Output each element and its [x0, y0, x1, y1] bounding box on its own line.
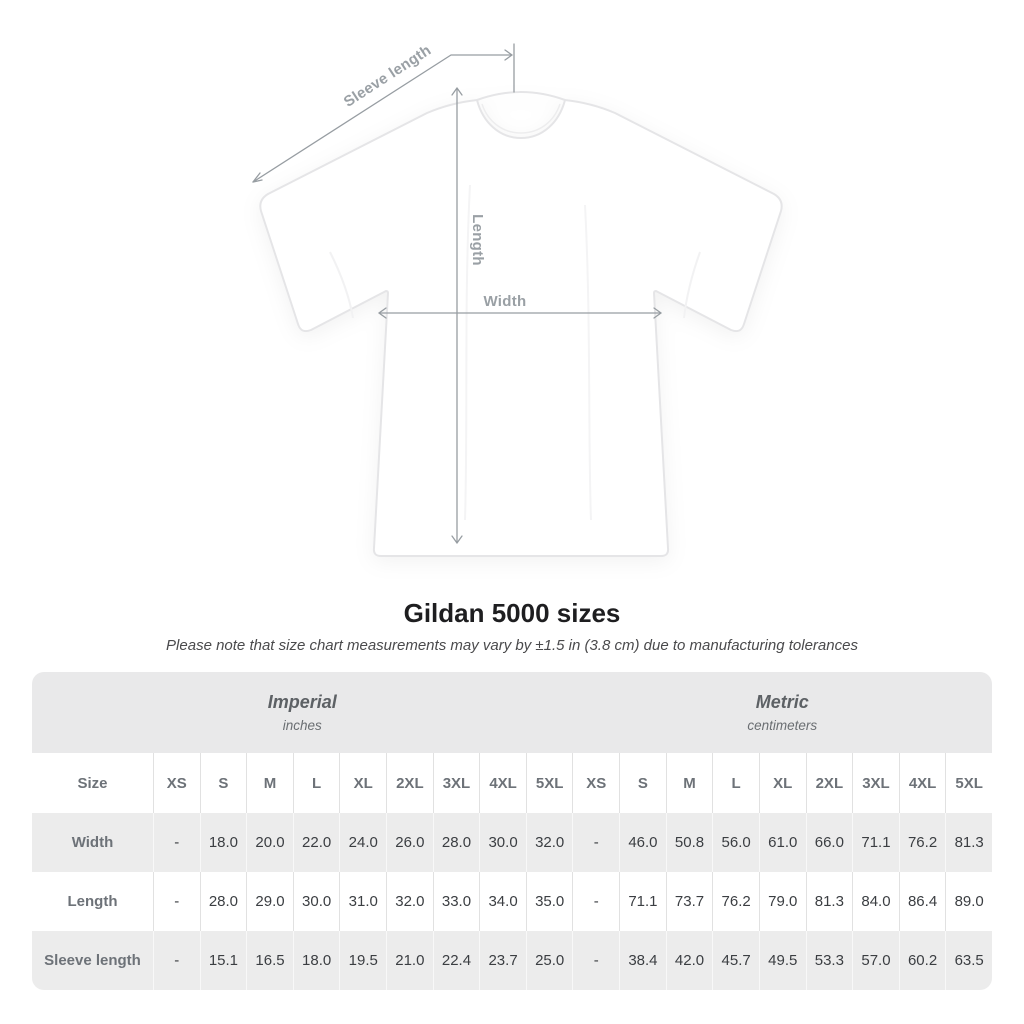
- metric-section-header: Metric centimeters: [572, 672, 992, 753]
- value-cell: 35.0: [525, 872, 573, 931]
- width-label: Width: [483, 293, 526, 310]
- header-cell: 5XL: [525, 753, 573, 813]
- tshirt-measurement-diagram: Sleeve length Length Width: [252, 42, 783, 557]
- sleeve-length-label: Sleeve length: [341, 42, 435, 111]
- value-cell: 38.4: [619, 931, 666, 990]
- value-cell: 31.0: [339, 872, 387, 931]
- value-cell: 15.1: [199, 931, 247, 990]
- value-cell: 16.5: [246, 931, 293, 990]
- value-cell: 81.3: [945, 813, 992, 872]
- value-cell: 73.7: [665, 872, 713, 931]
- value-cell: 81.3: [805, 872, 853, 931]
- tolerance-note: Please note that size chart measurements…: [166, 637, 858, 655]
- header-cell: XL: [339, 753, 387, 813]
- header-cell: 2XL: [805, 753, 853, 813]
- value-cell: 23.7: [479, 931, 526, 990]
- header-cell: 5XL: [945, 753, 992, 813]
- value-cell: 25.0: [525, 931, 573, 990]
- value-cell: 21.0: [386, 931, 433, 990]
- value-cell: 71.1: [619, 872, 666, 931]
- metric-unit: centimeters: [747, 718, 818, 733]
- header-cell: M: [665, 753, 713, 813]
- value-cell: 18.0: [199, 813, 247, 872]
- value-cell: 50.8: [665, 813, 713, 872]
- size-column-header: Size: [32, 753, 153, 813]
- page-title: Gildan 5000 sizes: [403, 598, 621, 628]
- header-cell: S: [199, 753, 247, 813]
- value-cell: 76.2: [712, 872, 759, 931]
- value-cell: 30.0: [292, 872, 340, 931]
- value-cell: 57.0: [852, 931, 899, 990]
- value-cell: 63.5: [945, 931, 992, 990]
- sleeve-length-arrow: [252, 43, 515, 183]
- imperial-section-header: Imperial inches: [32, 672, 573, 753]
- imperial-unit: inches: [282, 718, 322, 733]
- value-cell: 24.0: [339, 813, 387, 872]
- length-label: Length: [469, 214, 486, 266]
- value-cell: 84.0: [852, 872, 899, 931]
- value-cell: 20.0: [246, 813, 293, 872]
- value-cell: 22.4: [432, 931, 480, 990]
- header-cell: L: [292, 753, 340, 813]
- value-cell: 34.0: [479, 872, 526, 931]
- tshirt-shape: [259, 91, 783, 557]
- value-cell: -: [153, 872, 200, 931]
- collar-inner-line: [481, 103, 561, 134]
- value-cell: 19.5: [339, 931, 387, 990]
- value-cell: 33.0: [432, 872, 480, 931]
- value-cell: -: [572, 872, 620, 931]
- value-cell: 66.0: [805, 813, 853, 872]
- length-arrow: [451, 87, 463, 544]
- header-cell: 2XL: [386, 753, 433, 813]
- value-cell: 71.1: [852, 813, 899, 872]
- value-cell: 79.0: [758, 872, 806, 931]
- row-label: Sleeve length: [32, 931, 153, 990]
- value-cell: 49.5: [758, 931, 806, 990]
- value-cell: 89.0: [945, 872, 992, 931]
- collar-outline: [476, 91, 566, 101]
- value-cell: 86.4: [898, 872, 946, 931]
- value-cell: 53.3: [805, 931, 853, 990]
- value-cell: -: [572, 931, 620, 990]
- value-cell: -: [153, 931, 200, 990]
- value-cell: 32.0: [386, 872, 433, 931]
- value-cell: 28.0: [432, 813, 480, 872]
- row-label: Width: [32, 813, 153, 872]
- header-cell: M: [246, 753, 293, 813]
- metric-label: Metric: [755, 692, 809, 712]
- value-cell: 61.0: [758, 813, 806, 872]
- value-cell: 42.0: [665, 931, 713, 990]
- value-cell: 28.0: [199, 872, 247, 931]
- value-cell: 56.0: [712, 813, 759, 872]
- value-cell: 45.7: [712, 931, 759, 990]
- header-cell: 4XL: [898, 753, 946, 813]
- header-cell: S: [619, 753, 666, 813]
- row-label: Length: [32, 872, 153, 931]
- size-table: Imperial inches Metric centimeters Size …: [32, 672, 992, 990]
- value-cell: 76.2: [898, 813, 946, 872]
- value-cell: -: [153, 813, 200, 872]
- header-cell: XS: [153, 753, 200, 813]
- header-cell: 3XL: [432, 753, 480, 813]
- value-cell: -: [572, 813, 620, 872]
- value-cell: 30.0: [479, 813, 526, 872]
- value-cell: 26.0: [386, 813, 433, 872]
- tshirt-illustration: Sleeve length Length Width: [252, 42, 783, 557]
- header-cell: XL: [758, 753, 806, 813]
- value-cell: 60.2: [898, 931, 946, 990]
- value-cell: 46.0: [619, 813, 666, 872]
- width-arrow: [378, 307, 662, 319]
- value-cell: 29.0: [246, 872, 293, 931]
- value-cell: 22.0: [292, 813, 340, 872]
- header-cell: 3XL: [852, 753, 899, 813]
- value-cell: 32.0: [525, 813, 573, 872]
- imperial-label: Imperial: [267, 692, 337, 712]
- value-cell: 18.0: [292, 931, 340, 990]
- header-cell: XS: [572, 753, 620, 813]
- header-cell: L: [712, 753, 759, 813]
- header-cell: 4XL: [479, 753, 526, 813]
- caption: Gildan 5000 sizes Please note that size …: [0, 598, 1024, 654]
